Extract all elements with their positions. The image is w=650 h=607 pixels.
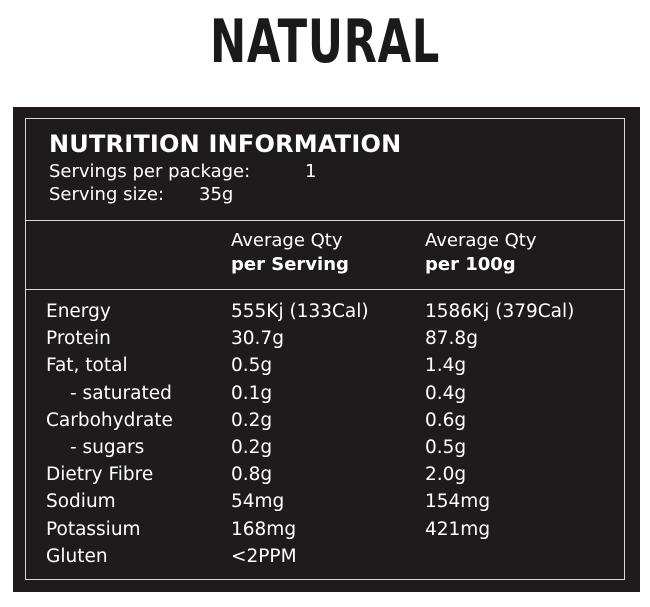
product-title: NATURAL — [209, 7, 441, 77]
nutrient-label: - saturated — [70, 382, 172, 404]
nutrient-label: Dietry Fibre — [46, 464, 154, 486]
per-serving-value: 0.2g — [231, 409, 273, 431]
table-divider — [25, 289, 625, 290]
per-100g-value: 87.8g — [425, 328, 478, 350]
per-100g-value: 1.4g — [425, 355, 467, 377]
per-100g-value: 0.4g — [425, 382, 467, 404]
nutrient-label: Carbohydrate — [46, 409, 173, 431]
nutrient-label: Gluten — [46, 545, 108, 567]
nutrient-label: Protein — [46, 328, 111, 350]
nutrition-panel — [13, 107, 640, 592]
per-serving-value: 168mg — [231, 518, 297, 540]
per-serving-value: 0.1g — [231, 382, 273, 404]
per-100g-value: 154mg — [425, 491, 491, 513]
column-header-per-100g-line1: Average Qty — [425, 230, 537, 251]
per-serving-value: 30.7g — [231, 328, 284, 350]
column-header-per-100g: Average Qty per 100g — [425, 229, 537, 277]
per-serving-value: 54mg — [231, 491, 285, 513]
column-header-per-serving: Average Qty per Serving — [231, 229, 349, 277]
nutrient-label: Potassium — [46, 518, 141, 540]
nutrient-label: Sodium — [46, 491, 116, 513]
serving-size-value: 35g — [199, 184, 234, 205]
per-serving-value: 0.8g — [231, 464, 273, 486]
serving-size-label: Serving size: — [49, 184, 165, 205]
per-serving-value: 0.5g — [231, 355, 273, 377]
header-divider — [25, 220, 625, 221]
servings-per-package-label: Servings per package: — [49, 161, 251, 182]
per-100g-value: 0.6g — [425, 409, 467, 431]
nutrient-label: - sugars — [70, 437, 145, 458]
nutrition-panel-border — [25, 118, 625, 580]
nutrient-label: Energy — [46, 301, 111, 322]
nutrient-label: Fat, total — [46, 355, 128, 377]
per-100g-value: 2.0g — [425, 464, 467, 486]
per-serving-value: <2PPM — [231, 545, 297, 567]
per-100g-value: 421mg — [425, 518, 491, 540]
column-header-per-serving-line2: per Serving — [231, 254, 349, 275]
per-100g-value: 0.5g — [425, 437, 467, 458]
servings-per-package-value: 1 — [305, 161, 317, 182]
per-serving-value: 0.2g — [231, 437, 273, 458]
per-serving-value: 555Kj (133Cal) — [231, 301, 369, 322]
per-100g-value: 1586Kj (379Cal) — [425, 301, 575, 322]
column-header-per-100g-line2: per 100g — [425, 254, 516, 275]
nutrition-heading: NUTRITION INFORMATION — [49, 130, 402, 158]
column-header-per-serving-line1: Average Qty — [231, 230, 343, 251]
